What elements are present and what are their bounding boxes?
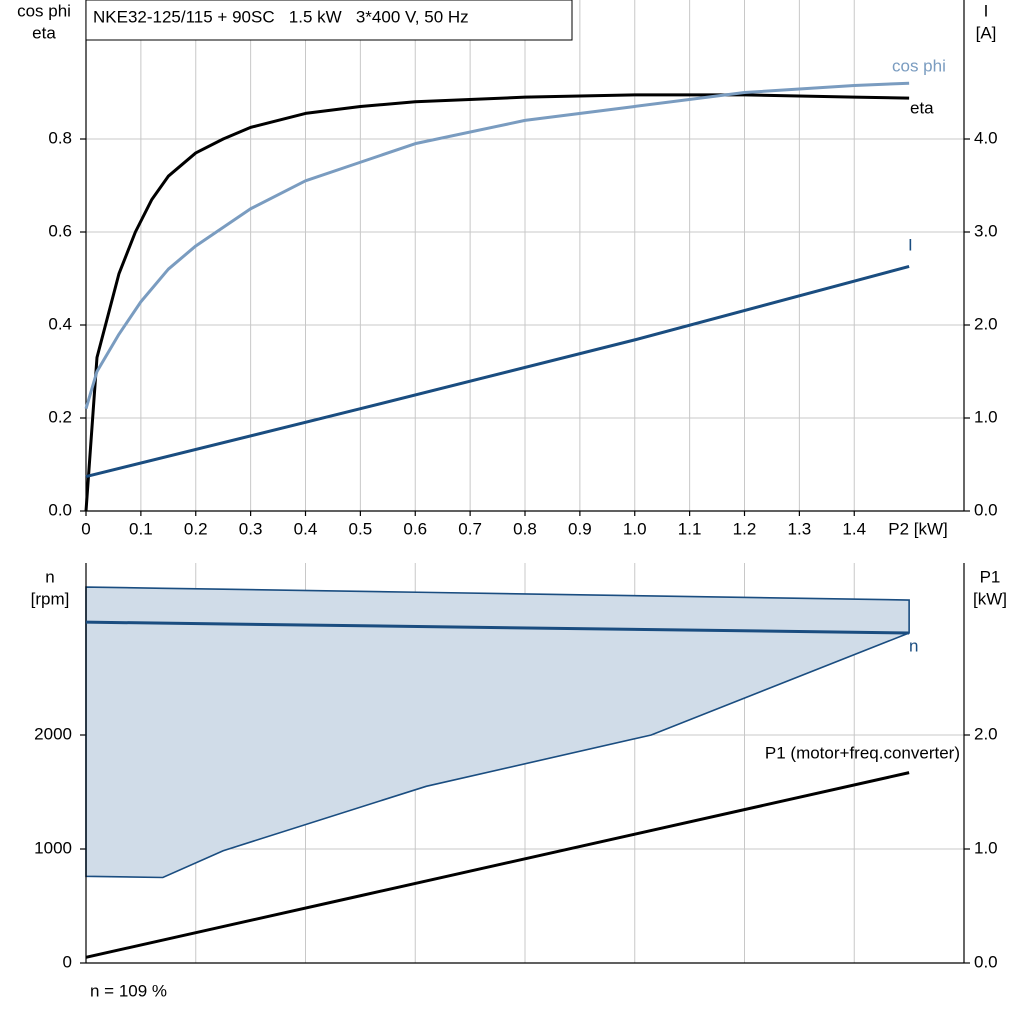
y-axis-label: cos phi bbox=[17, 1, 71, 20]
y2-axis-label: P1 bbox=[980, 567, 1001, 586]
x-tick-label: 0.4 bbox=[294, 519, 318, 538]
title-box bbox=[85, 0, 573, 41]
y2-tick-label: 2.0 bbox=[974, 314, 998, 333]
y2-tick-label: 0.0 bbox=[974, 952, 998, 971]
series-label: I bbox=[908, 235, 913, 254]
x-tick-label: 1.0 bbox=[623, 519, 647, 538]
x-tick-label: 0.7 bbox=[458, 519, 482, 538]
series-line bbox=[84, 93, 910, 512]
y2-axis-label: [A] bbox=[976, 23, 997, 42]
y-tick-label: 0.2 bbox=[48, 407, 72, 426]
y-tick-label: 0.8 bbox=[48, 128, 72, 147]
series-line bbox=[85, 264, 910, 479]
x-tick-label: 0.9 bbox=[568, 519, 592, 538]
y-tick-label: 0.4 bbox=[48, 314, 72, 333]
x-tick-label: 0.1 bbox=[129, 519, 153, 538]
x-tick-label: 1.2 bbox=[733, 519, 757, 538]
series-label: cos phi bbox=[892, 56, 946, 75]
series-line bbox=[85, 771, 910, 959]
x-tick-label: 1.3 bbox=[788, 519, 812, 538]
series-label: n bbox=[909, 636, 918, 655]
y2-tick-label: 3.0 bbox=[974, 221, 998, 240]
x-tick-label: 0.5 bbox=[349, 519, 373, 538]
panel: 0 1000 2000 0.0 1.0 2.0 n P1 (motor+freq.conver… bbox=[31, 563, 1007, 971]
y2-tick-label: 0.0 bbox=[974, 500, 998, 519]
x-tick-label: 1.4 bbox=[842, 519, 866, 538]
x-tick-label: 1.1 bbox=[678, 519, 702, 538]
footnote: n = 109 % bbox=[90, 981, 167, 1000]
y-tick-label: 0.0 bbox=[48, 500, 72, 519]
y-axis-label: eta bbox=[32, 23, 56, 42]
y-axis-label: [rpm] bbox=[31, 589, 70, 608]
chart-title: NKE32-125/115 + 90SC 1.5 kW 3*400 V, 50 … bbox=[93, 7, 469, 26]
y2-tick-label: 1.0 bbox=[974, 407, 998, 426]
y-tick-label: 1000 bbox=[34, 838, 72, 857]
series-label: eta bbox=[910, 98, 934, 117]
x-tick-label: 0.8 bbox=[513, 519, 537, 538]
y-tick-label: 0 bbox=[63, 952, 72, 971]
x-axis-label: P2 [kW] bbox=[888, 519, 948, 538]
series-label: P1 (motor+freq.converter) bbox=[765, 743, 960, 762]
y2-tick-label: 4.0 bbox=[974, 128, 998, 147]
y2-axis-label: [kW] bbox=[973, 589, 1007, 608]
x-tick-label: 0 bbox=[81, 519, 90, 538]
y-axis-label: n bbox=[45, 567, 54, 586]
series-line bbox=[85, 620, 910, 635]
series-line bbox=[84, 81, 910, 410]
panel: 0 0.1 0.2 0.3 0.4 0.5 0.6 0.7 0.8 0.9 1.0 1.1 1.2 1.3… bbox=[17, 0, 998, 538]
x-tick-label: 0.2 bbox=[184, 519, 208, 538]
y-tick-label: 2000 bbox=[34, 724, 72, 743]
y-tick-label: 0.6 bbox=[48, 221, 72, 240]
y2-tick-label: 1.0 bbox=[974, 838, 998, 857]
y2-axis-label: I bbox=[984, 1, 989, 20]
y2-tick-label: 2.0 bbox=[974, 724, 998, 743]
x-tick-label: 0.3 bbox=[239, 519, 263, 538]
x-tick-label: 0.6 bbox=[403, 519, 427, 538]
